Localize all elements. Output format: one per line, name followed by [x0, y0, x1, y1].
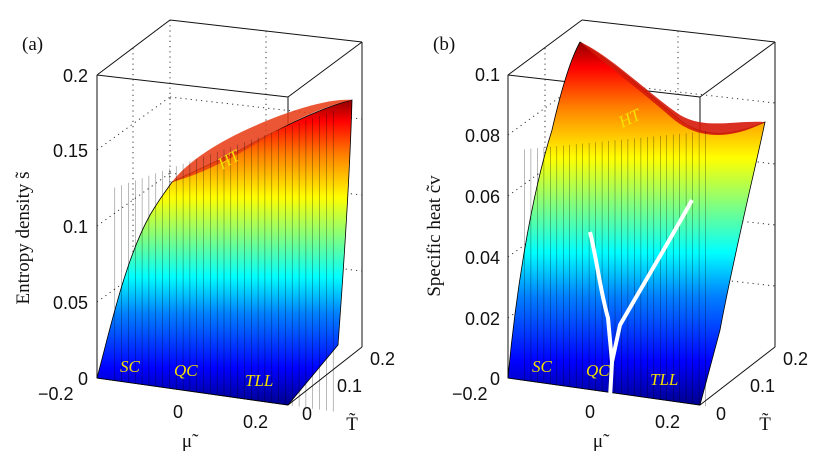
panel-a: (a) [13, 19, 395, 452]
region-label-sc: SC [532, 357, 553, 376]
y-tick-label: 0 [302, 404, 312, 424]
z-tick-label: 0.15 [53, 141, 88, 161]
x-axis-a: −0.2 0 0.2 [38, 384, 268, 432]
y-axis-label-a: T̃ [346, 412, 358, 435]
region-label-tll: TLL [245, 371, 273, 390]
z-tick-label: 0.08 [465, 126, 500, 146]
y-tick-label: 0.1 [750, 376, 775, 396]
y-axis-b: 0 0.1 0.2 [716, 349, 808, 424]
z-tick-label: 0.02 [465, 309, 500, 329]
region-label-tll: TLL [650, 370, 678, 389]
z-tick-label: 0.1 [63, 217, 88, 237]
entropy-surface [96, 99, 353, 412]
panel-label-a: (a) [22, 34, 43, 55]
y-axis-a: 0 0.1 0.2 [302, 349, 395, 424]
x-tick-label: 0.2 [655, 412, 680, 432]
specific-heat-surface [507, 41, 766, 407]
x-tick-label: 0 [173, 402, 183, 422]
x-tick-label: −0.2 [38, 384, 74, 404]
y-tick-label: 0.1 [337, 376, 362, 396]
z-tick-label: 0 [78, 369, 88, 389]
z-tick-label: 0.05 [53, 293, 88, 313]
x-axis-label-b: μ̃ [593, 431, 610, 452]
y-tick-label: 0.2 [783, 349, 808, 369]
z-tick-label: 0.04 [465, 248, 500, 268]
region-label-qc: QC [174, 361, 198, 380]
z-axis-a: 0 0.05 0.1 0.15 0.2 [53, 66, 88, 389]
z-tick-label: 0.2 [63, 66, 88, 86]
z-axis-b: 0 0.02 0.04 0.06 0.08 0.1 [465, 65, 500, 389]
x-tick-label: −0.2 [452, 384, 488, 404]
y-axis-label-b: T̃ [759, 412, 771, 435]
z-axis-label-b: Specific heat c̃v [424, 175, 445, 297]
region-label-qc: QC [586, 361, 610, 380]
z-tick-label: 0 [490, 369, 500, 389]
z-tick-label: 0.1 [475, 65, 500, 85]
panel-b: (b) [424, 19, 808, 452]
x-tick-label: 0.2 [243, 412, 268, 432]
y-tick-label: 0.2 [370, 349, 395, 369]
x-axis-b: −0.2 0 0.2 [452, 384, 680, 432]
z-axis-label-a: Entropy density s̃ [13, 171, 34, 304]
x-axis-label-a: μ̃ [182, 431, 199, 452]
x-tick-label: 0 [585, 402, 595, 422]
y-tick-label: 0 [716, 404, 726, 424]
z-tick-label: 0.06 [465, 187, 500, 207]
panel-label-b: (b) [433, 34, 455, 55]
region-label-sc: SC [120, 357, 141, 376]
